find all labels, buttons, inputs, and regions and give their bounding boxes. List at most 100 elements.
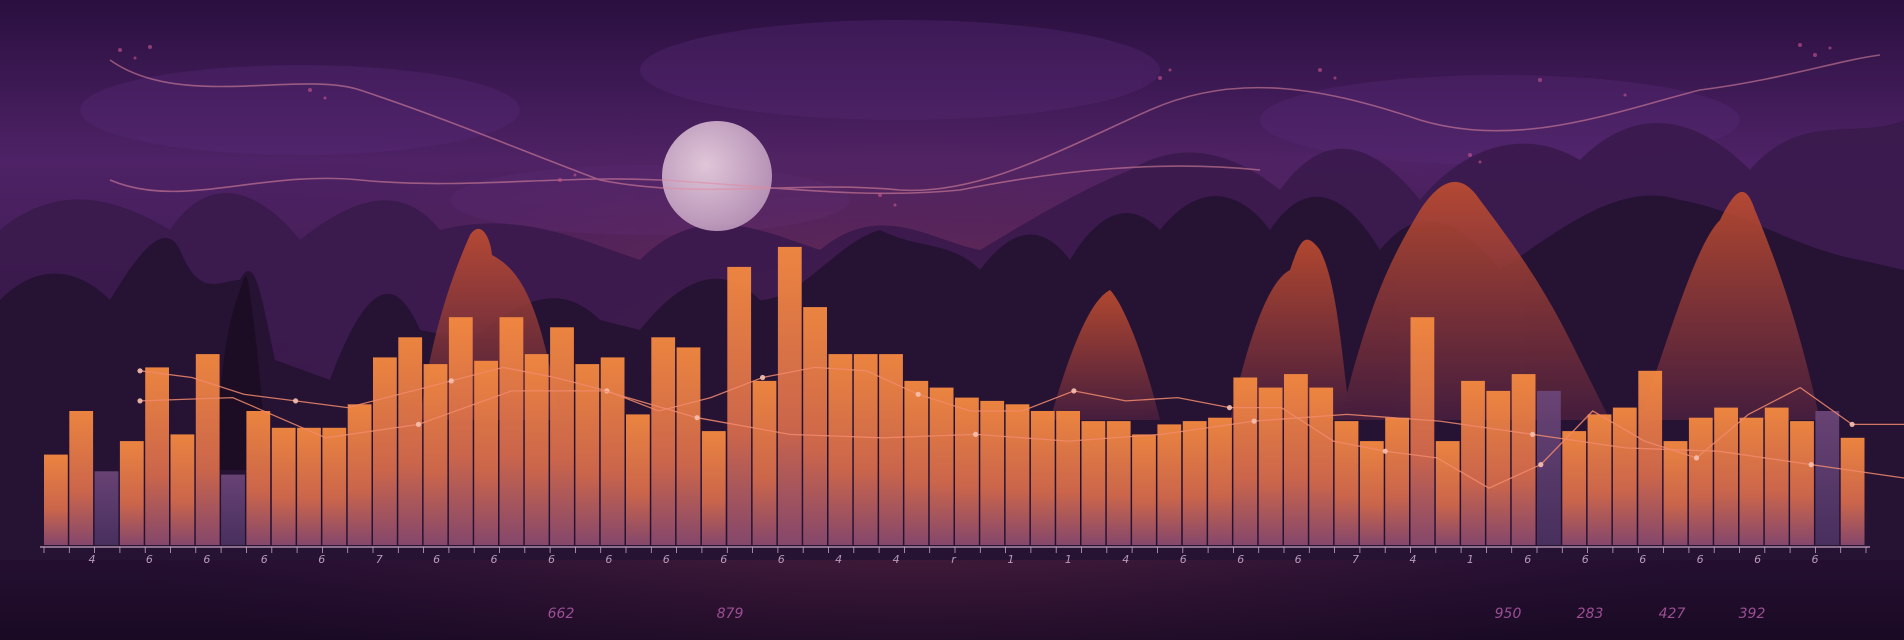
- x-tick-label: r: [951, 553, 957, 566]
- bar: [1537, 390, 1561, 545]
- bar: [398, 337, 423, 545]
- bar: [1030, 411, 1055, 545]
- x-tick-label: 6: [605, 553, 612, 566]
- x-tick-label: 6: [548, 553, 555, 566]
- bar: [1182, 421, 1207, 545]
- sparkle-dust: [118, 43, 1832, 207]
- bar: [1511, 374, 1536, 545]
- trend-point: [448, 378, 454, 384]
- bar: [373, 357, 397, 545]
- bar: [575, 364, 600, 545]
- bar: [904, 380, 929, 545]
- x-tick-label: 6: [1180, 553, 1187, 566]
- bar: [929, 387, 954, 545]
- bar: [221, 474, 245, 545]
- bar: [1157, 424, 1182, 545]
- bar: [1815, 411, 1840, 545]
- trend-point: [694, 415, 700, 421]
- annotation-label: 879: [717, 606, 744, 622]
- trend-point: [415, 421, 422, 427]
- bar: [1612, 407, 1637, 545]
- bar: [828, 354, 853, 545]
- bar: [1587, 414, 1612, 545]
- bar: [170, 434, 195, 545]
- x-tick-label: 4: [893, 553, 900, 566]
- x-tick-label: 6: [1582, 553, 1589, 566]
- bar: [955, 397, 979, 545]
- bar: [1714, 407, 1738, 545]
- bar: [1663, 441, 1688, 545]
- x-tick-label: 1: [1007, 553, 1014, 566]
- trend-point: [973, 431, 979, 437]
- annotation-label: 950: [1495, 606, 1522, 622]
- x-tick-label: 6: [491, 553, 498, 566]
- bar: [119, 441, 144, 545]
- x-tick-label: 6: [261, 553, 268, 566]
- trend-point: [1808, 462, 1814, 468]
- annotations: 662 879 950 283 427 392: [548, 606, 1766, 622]
- bar: [246, 411, 271, 545]
- bar: [1739, 417, 1764, 545]
- x-tick-label: 6: [146, 553, 153, 566]
- bar: [600, 357, 625, 545]
- bar: [651, 337, 676, 545]
- x-tick-label: 6: [663, 553, 670, 566]
- bar: [1233, 377, 1258, 545]
- bar-series: [44, 246, 1865, 546]
- bar: [195, 354, 220, 545]
- trend-point: [1530, 431, 1536, 437]
- x-tick-label: 7: [376, 553, 383, 566]
- trend-point: [760, 374, 766, 381]
- bar: [701, 431, 726, 545]
- bar: [347, 404, 372, 545]
- x-tick-label: 6: [1295, 553, 1302, 566]
- bar: [474, 360, 498, 546]
- bar: [879, 354, 903, 545]
- bar: [1562, 431, 1587, 545]
- annotation-label: 427: [1659, 606, 1686, 622]
- bar: [980, 400, 1005, 545]
- x-tick-label: 6: [1237, 553, 1244, 566]
- trend-point: [1071, 388, 1077, 394]
- trend-line: [139, 390, 1904, 479]
- moon: [662, 121, 772, 231]
- bar: [69, 411, 94, 545]
- bar: [1081, 421, 1106, 545]
- x-tick-label: 1: [1467, 553, 1474, 566]
- x-tick-label: 6: [1812, 553, 1819, 566]
- x-tick-label: 6: [1639, 553, 1646, 566]
- trend-point: [915, 391, 921, 397]
- bar: [1638, 370, 1663, 545]
- bar: [448, 317, 473, 545]
- bar: [499, 317, 524, 545]
- sky-curves: [109, 54, 1881, 195]
- bar: [271, 427, 296, 546]
- bar: [297, 427, 321, 546]
- bar: [145, 367, 169, 545]
- bar: [1132, 434, 1156, 545]
- bar: [94, 471, 119, 545]
- x-tick-label: 6: [720, 553, 727, 566]
- bar: [1790, 421, 1814, 545]
- bar: [1258, 387, 1283, 545]
- bar: [1284, 374, 1308, 545]
- trend-point: [1226, 405, 1233, 411]
- x-tick-labels: 4 6 6 6 6 7 6 6 6 6 6 6 6 4 4 r 1 1 4 6 6 6 7 4 1 6 6 6 6 6 6: [89, 553, 1819, 566]
- bar: [1106, 421, 1131, 545]
- bar: [777, 246, 802, 545]
- bar: [1359, 441, 1384, 545]
- bar: [1764, 407, 1789, 545]
- annotation-label: 662: [548, 606, 575, 622]
- trend-point: [137, 398, 143, 404]
- trend-point: [1849, 421, 1855, 427]
- bar: [727, 266, 752, 545]
- bar: [853, 354, 878, 545]
- x-tick-label: 7: [1352, 553, 1359, 566]
- x-tick-label: 6: [203, 553, 210, 566]
- bar: [44, 454, 68, 545]
- trend-point: [1382, 448, 1388, 454]
- bar: [1056, 411, 1080, 545]
- trend-line: [139, 366, 1904, 489]
- trend-point: [293, 398, 299, 404]
- x-tick-label: 4: [89, 553, 96, 566]
